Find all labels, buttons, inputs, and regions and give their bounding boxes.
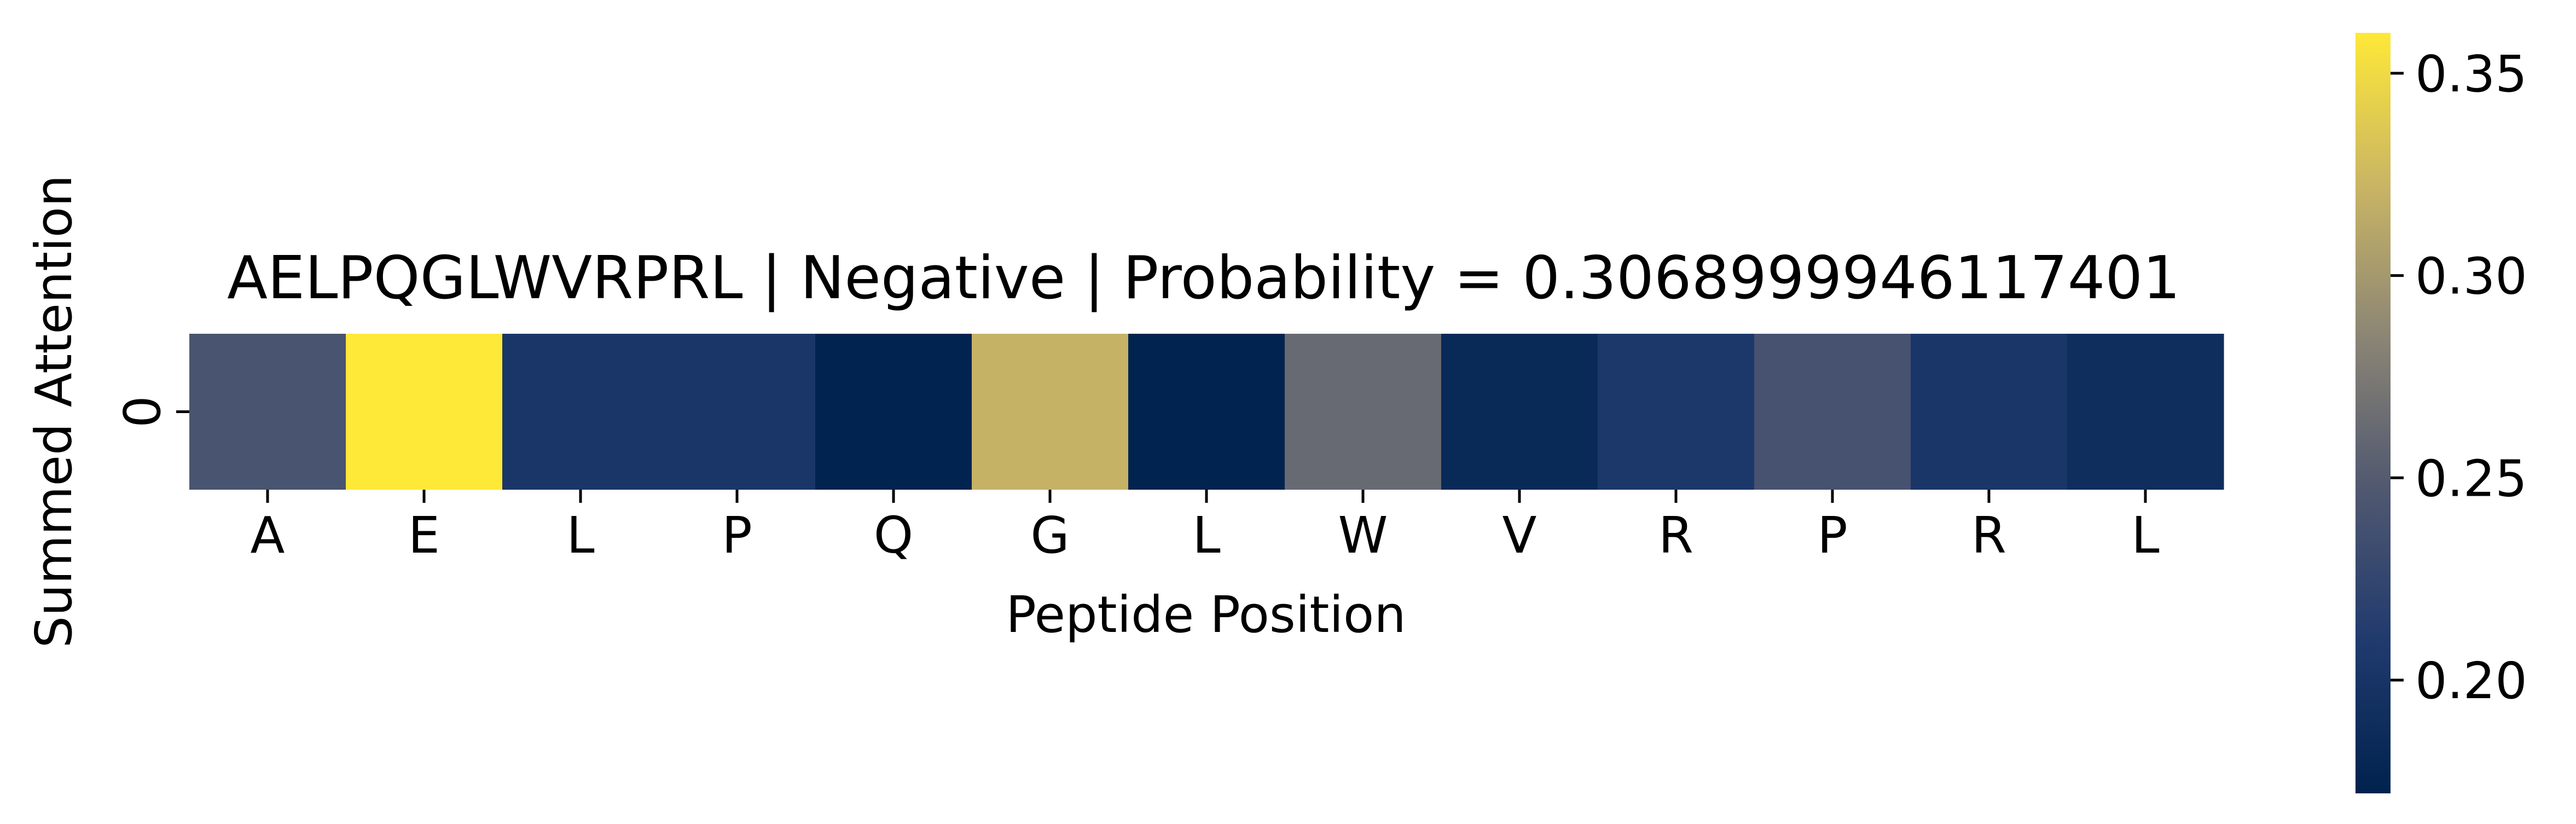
x-tick-label: G: [1030, 506, 1069, 565]
colorbar-ticks: 0.20 0.25 0.30 0.35: [2391, 45, 2527, 710]
heatmap-cell: [1754, 334, 1911, 490]
heatmap-cell: [815, 334, 972, 490]
x-tick-label: P: [722, 506, 752, 565]
heatmap-cell: [2067, 334, 2224, 490]
x-tick-label: E: [408, 506, 440, 565]
heatmap-cell: [1911, 334, 2068, 490]
x-tick-label: P: [1817, 506, 1847, 565]
y-axis-ticks: 0: [113, 396, 189, 428]
heatmap-cell: [1128, 334, 1285, 490]
x-tick-label: L: [1192, 506, 1220, 565]
heatmap-cells: [189, 334, 2224, 490]
x-tick-label: W: [1338, 506, 1388, 565]
chart-title: AELPQGLWVRPRL | Negative | Probability =…: [227, 244, 2180, 312]
heatmap-cell: [346, 334, 503, 490]
colorbar: [2355, 33, 2391, 793]
colorbar-tick-label: 0.20: [2415, 652, 2527, 710]
heatmap-cell: [972, 334, 1129, 490]
heatmap-cell: [1598, 334, 1755, 490]
x-tick-label: A: [251, 506, 285, 565]
colorbar-tick-label: 0.30: [2415, 247, 2527, 306]
colorbar-tick-label: 0.25: [2415, 449, 2527, 508]
heatmap-cell: [502, 334, 659, 490]
y-axis-label: Summed Attention: [25, 175, 83, 648]
heatmap-cell: [189, 334, 346, 490]
heatmap-cell: [1441, 334, 1598, 490]
x-tick-label: R: [1971, 506, 2006, 565]
heatmap-cell: [1285, 334, 1442, 490]
x-tick-label: Q: [874, 506, 913, 565]
y-tick-label: 0: [113, 396, 172, 428]
x-tick-label: L: [2131, 506, 2159, 565]
x-tick-label: V: [1502, 506, 1537, 565]
x-tick-label: L: [566, 506, 594, 565]
x-axis-label: Peptide Position: [1006, 585, 1406, 644]
heatmap-cell: [659, 334, 816, 490]
colorbar-tick-label: 0.35: [2415, 45, 2527, 103]
x-tick-label: R: [1658, 506, 1693, 565]
